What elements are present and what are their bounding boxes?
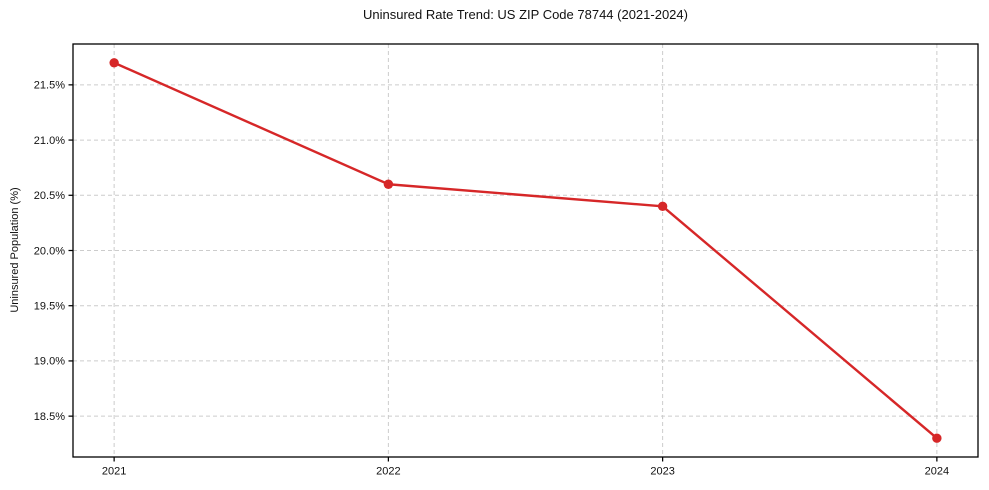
plot-border (72, 43, 979, 458)
y-tick-label: 20.0% (34, 245, 65, 257)
y-tick-label: 18.5% (34, 411, 65, 423)
x-tick-label: 2022 (376, 466, 400, 478)
y-tick-label: 21.0% (34, 135, 65, 147)
data-point (383, 179, 394, 189)
y-tick-label: 19.5% (34, 301, 65, 313)
y-tick-label: 20.5% (34, 190, 65, 202)
trend-line (112, 61, 939, 440)
y-tick-label: 21.5% (34, 80, 65, 92)
data-point (932, 433, 942, 443)
data-point (657, 201, 668, 212)
x-tick-label: 2023 (650, 466, 674, 478)
chart-title: Uninsured Rate Trend: US ZIP Code 78744 … (363, 7, 688, 22)
y-tick-label: 19.0% (34, 356, 65, 368)
x-tick-label: 2024 (925, 466, 949, 478)
x-tick-label: 2021 (102, 466, 126, 478)
data-point (109, 58, 119, 68)
